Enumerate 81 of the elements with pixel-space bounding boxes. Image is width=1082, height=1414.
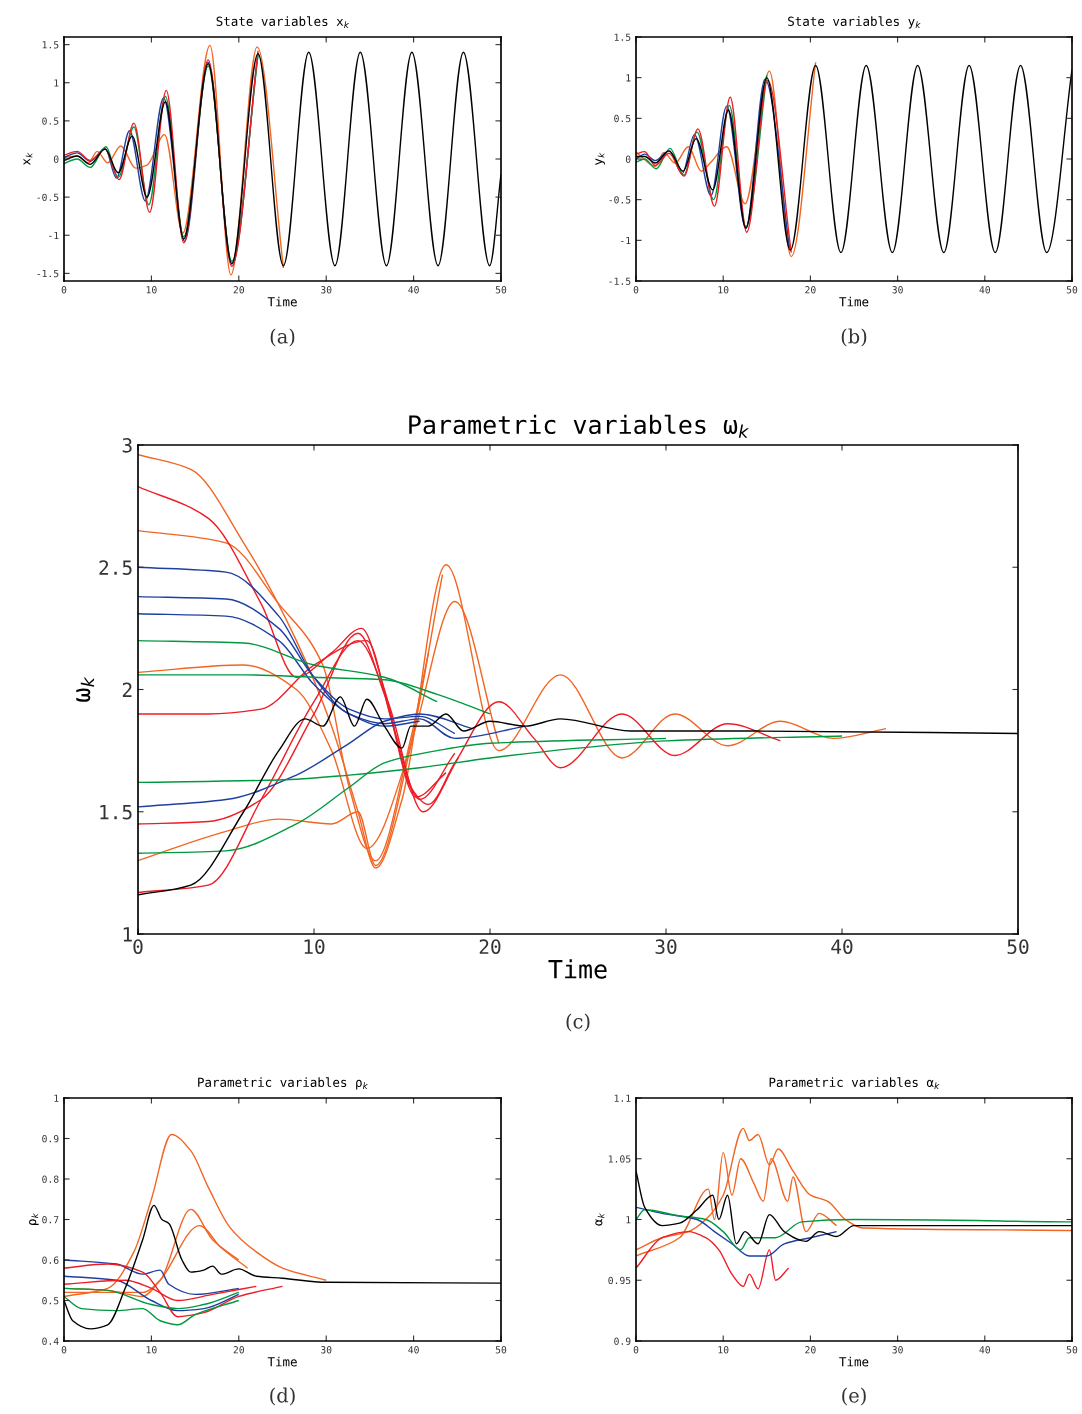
y-tick-label: 0.6 <box>42 1256 59 1264</box>
y-tick-label: 1.05 <box>608 1155 631 1163</box>
y-tick-label: 0.5 <box>614 114 631 123</box>
x-tick-label: 0 <box>61 286 67 294</box>
y-tick-label: -1 <box>621 236 631 245</box>
x-axis-title: Time <box>267 296 297 307</box>
x-axis-title: Time <box>839 296 869 307</box>
x-tick-label: 10 <box>304 939 325 955</box>
text: (e) <box>842 1387 866 1406</box>
x-tick-label: 20 <box>233 286 245 294</box>
y-axis-title: ω$_{k}$ <box>76 676 95 702</box>
x-tick-label: 0 <box>133 939 143 955</box>
x-tick-label: 20 <box>233 1346 245 1354</box>
chart-title: Parametric variables α$_{k}$ <box>769 1077 940 1089</box>
x-tick-label: 30 <box>321 286 332 294</box>
x-tick-label: 30 <box>321 1346 332 1354</box>
y-tick-label: -1.5 <box>609 277 631 285</box>
chart-title: Parametric variables ρ$_{k}$ <box>198 1077 368 1090</box>
y-axis-title: α$_{k}$ <box>595 1213 605 1226</box>
x-tick-label: 10 <box>146 1346 157 1354</box>
text: (d) <box>270 1387 295 1406</box>
y-tick-label: 0.5 <box>42 117 59 125</box>
x-tick-label: 50 <box>1066 286 1078 294</box>
y-tick-label: 1.1 <box>614 1094 631 1102</box>
y-tick-label: 0.5 <box>42 1297 59 1305</box>
y-tick-label: 0.9 <box>614 1337 631 1345</box>
x-tick-label: 40 <box>831 939 853 955</box>
x-axis-title: Time <box>548 959 607 979</box>
y-tick-label: 1 <box>123 927 132 942</box>
x-tick-label: 0 <box>61 1346 67 1354</box>
y-tick-label: 1 <box>626 74 631 82</box>
y-tick-label: 2 <box>122 682 132 697</box>
chart-title: Parametric variables ω$_{k}$ <box>409 414 749 438</box>
y-tick-label: 0.9 <box>42 1135 59 1143</box>
y-tick-label: 1 <box>54 79 59 87</box>
y-tick-label: 1.5 <box>42 41 59 49</box>
x-tick-label: 30 <box>655 939 677 955</box>
y-tick-label: 0.95 <box>608 1276 631 1285</box>
y-axis-title: ρ$_{k}$ <box>29 1213 39 1225</box>
y-tick-label: 0 <box>53 155 59 163</box>
x-tick-label: 50 <box>1007 939 1029 955</box>
text: (b) <box>841 328 867 347</box>
x-tick-label: 20 <box>805 1346 816 1354</box>
y-tick-label: -0.5 <box>37 193 59 201</box>
x-axis-title: Time <box>839 1356 869 1367</box>
y-axis-title: x$_{k}$ <box>23 152 33 166</box>
x-tick-label: 40 <box>408 286 419 294</box>
x-axis-title: Time <box>267 1356 297 1367</box>
y-axis-title: y$_{k}$ <box>595 152 605 165</box>
x-tick-label: 40 <box>408 1346 419 1354</box>
y-tick-label: 0.7 <box>42 1216 59 1224</box>
y-tick-label: 1.5 <box>100 805 132 820</box>
x-tick-label: 10 <box>146 286 157 294</box>
x-tick-label: 10 <box>718 1346 729 1354</box>
y-tick-label: 0.4 <box>42 1337 59 1345</box>
x-tick-label: 0 <box>633 1346 639 1354</box>
chart-title: State variables x$_{k}$ <box>216 16 350 28</box>
y-tick-label: -1.5 <box>37 270 59 278</box>
x-tick-label: 10 <box>718 286 729 294</box>
x-tick-label: 20 <box>479 939 501 955</box>
x-tick-label: 0 <box>633 286 639 294</box>
x-tick-label: 50 <box>495 1346 507 1354</box>
text: (a) <box>270 328 295 347</box>
x-tick-label: 40 <box>979 1346 991 1354</box>
text: (c) <box>566 1013 590 1032</box>
chart-title: State variables y$_{k}$ <box>788 16 921 29</box>
y-tick-label: 1 <box>626 1216 631 1224</box>
x-tick-label: 20 <box>805 286 816 294</box>
y-tick-label: -0.5 <box>609 196 631 204</box>
x-tick-label: 30 <box>892 1346 903 1354</box>
y-tick-label: 0.8 <box>42 1175 59 1183</box>
x-tick-label: 30 <box>892 286 903 294</box>
y-tick-label: -1 <box>49 231 59 239</box>
y-tick-label: 2.5 <box>99 560 132 575</box>
x-tick-label: 40 <box>979 286 991 294</box>
x-tick-label: 50 <box>495 286 507 294</box>
y-tick-label: 3 <box>122 438 132 453</box>
y-tick-label: 1.5 <box>614 33 631 41</box>
y-tick-label: 1 <box>54 1094 59 1102</box>
y-tick-label: 0 <box>625 155 631 163</box>
x-tick-label: 50 <box>1066 1346 1078 1354</box>
